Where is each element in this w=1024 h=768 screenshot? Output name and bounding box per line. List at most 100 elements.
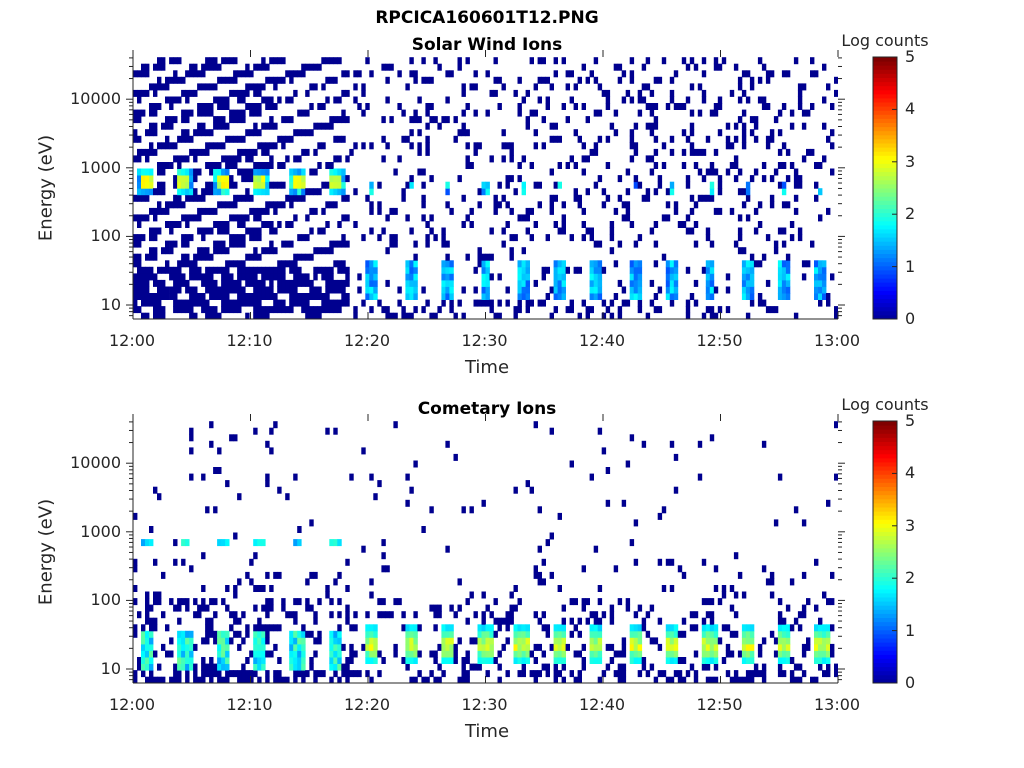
heatmap-cell	[541, 578, 546, 586]
heatmap-cell	[201, 234, 206, 242]
heatmap-cell	[757, 670, 763, 678]
heatmap-cell	[781, 650, 787, 658]
heatmap-cell	[649, 129, 655, 137]
heatmap-cell	[249, 109, 254, 117]
heatmap-cell	[161, 142, 166, 150]
heatmap-cell	[373, 493, 378, 501]
heatmap-cell	[669, 181, 675, 189]
heatmap-cell	[249, 227, 254, 235]
heatmap-cell	[453, 650, 458, 658]
heatmap-cell	[497, 676, 502, 683]
heatmap-cell	[253, 227, 258, 235]
panel-title: Solar Wind Ions	[411, 35, 563, 55]
heatmap-cell	[777, 637, 783, 645]
heatmap-cell	[217, 103, 222, 110]
heatmap-cell	[389, 63, 394, 71]
heatmap-cell	[701, 630, 707, 638]
heatmap-cell	[273, 299, 278, 307]
heatmap-cell	[513, 486, 518, 494]
heatmap-cell	[197, 168, 202, 176]
heatmap-cell	[193, 611, 198, 619]
heatmap-cell	[289, 260, 294, 268]
heatmap-cell	[345, 266, 350, 274]
heatmap-cell	[525, 279, 530, 287]
heatmap-cell	[185, 286, 190, 294]
heatmap-cell	[305, 253, 310, 261]
heatmap-cell	[193, 273, 198, 281]
heatmap-cell	[141, 286, 146, 294]
heatmap-cell	[597, 109, 603, 117]
heatmap-cell	[249, 253, 254, 261]
heatmap-cell	[309, 129, 314, 137]
heatmap-cell	[257, 306, 262, 314]
heatmap-cell	[401, 188, 406, 196]
heatmap-cell	[717, 175, 723, 183]
heatmap-cell	[237, 116, 242, 124]
heatmap-cell	[197, 70, 202, 78]
heatmap-cell	[369, 188, 374, 196]
colorbar-segment	[873, 77, 897, 83]
heatmap-cell	[773, 240, 779, 248]
heatmap-cell	[217, 676, 222, 683]
heatmap-cell	[561, 279, 566, 287]
colorbar-segment	[873, 274, 897, 279]
heatmap-cell	[705, 273, 711, 281]
heatmap-cell	[621, 643, 627, 651]
heatmap-cell	[501, 240, 506, 248]
heatmap-cell	[781, 142, 787, 150]
colorbar-segment	[873, 531, 897, 537]
heatmap-cell	[297, 194, 302, 202]
heatmap-cell	[545, 96, 550, 104]
heatmap-cell	[709, 194, 715, 202]
heatmap-cell	[461, 109, 466, 117]
colorbar-segment	[873, 502, 897, 508]
heatmap-cell	[737, 650, 743, 658]
heatmap-cell	[261, 624, 266, 632]
heatmap-cell	[193, 598, 198, 606]
heatmap-cell	[797, 624, 803, 632]
heatmap-cell	[509, 617, 514, 625]
heatmap-cell	[261, 188, 266, 196]
heatmap-cell	[777, 293, 783, 300]
heatmap-cell	[737, 234, 743, 242]
heatmap-cell	[273, 421, 278, 429]
colorbar-segment	[873, 85, 897, 91]
heatmap-cell	[669, 299, 675, 307]
heatmap-cell	[213, 637, 218, 645]
heatmap-cell	[801, 643, 807, 651]
heatmap-cell	[605, 103, 611, 110]
heatmap-cell	[633, 643, 639, 651]
heatmap-cell	[826, 663, 831, 671]
heatmap-cell	[525, 299, 530, 307]
heatmap-cell	[757, 293, 763, 300]
heatmap-cell	[149, 293, 154, 300]
heatmap-cell	[577, 676, 582, 683]
heatmap-cell	[157, 312, 162, 319]
heatmap-cell	[261, 181, 266, 189]
heatmap-cell	[701, 266, 707, 274]
heatmap-cell	[777, 148, 783, 156]
heatmap-cell	[369, 286, 374, 294]
heatmap-cell	[409, 486, 414, 494]
heatmap-cell	[413, 116, 418, 124]
colorbar-segment	[873, 547, 897, 553]
heatmap-cell	[213, 162, 218, 169]
heatmap-cell	[217, 240, 222, 248]
heatmap-cell	[621, 650, 627, 658]
heatmap-cell	[133, 286, 138, 294]
heatmap-cell	[713, 312, 719, 319]
heatmap-cell	[545, 670, 550, 678]
heatmap-cell	[665, 214, 671, 222]
heatmap-cell	[405, 499, 410, 507]
heatmap-cell	[822, 279, 827, 287]
heatmap-cell	[621, 70, 627, 78]
colorbar-tick-label: 2	[905, 204, 916, 224]
heatmap-cell	[457, 637, 462, 645]
heatmap-cell	[625, 201, 631, 209]
heatmap-cell	[337, 306, 342, 314]
heatmap-cell	[217, 312, 222, 319]
heatmap-cell	[709, 643, 715, 651]
heatmap-cell	[713, 676, 719, 683]
heatmap-cell	[834, 76, 838, 84]
colorbar-segment	[873, 245, 897, 250]
